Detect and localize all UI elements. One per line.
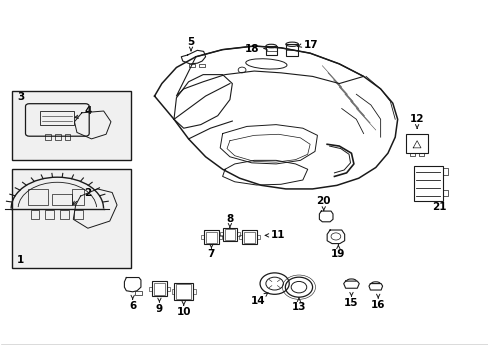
Bar [256, 235, 259, 239]
Bar [135, 291, 142, 296]
Bar [242, 230, 256, 244]
Bar [199, 64, 204, 67]
Bar [28, 189, 47, 205]
Bar [52, 194, 72, 205]
Text: 20: 20 [316, 197, 330, 206]
Bar [406, 134, 427, 153]
Text: 2: 2 [84, 188, 91, 198]
Bar [148, 287, 151, 291]
Bar [244, 232, 254, 243]
Bar [64, 134, 70, 140]
Bar [413, 166, 442, 202]
Text: 8: 8 [226, 214, 233, 224]
Text: 14: 14 [250, 296, 264, 306]
Bar [12, 91, 131, 160]
Bar [265, 46, 276, 55]
Bar [193, 289, 196, 294]
Text: 11: 11 [270, 230, 284, 240]
Text: 9: 9 [156, 303, 163, 314]
Bar [176, 284, 191, 298]
Bar [239, 235, 242, 239]
Bar [189, 64, 195, 67]
Bar [418, 153, 423, 156]
Text: 13: 13 [291, 302, 305, 312]
Bar [171, 289, 174, 294]
Bar [74, 210, 83, 219]
Bar [72, 189, 84, 205]
Text: 10: 10 [176, 307, 191, 317]
Text: 7: 7 [207, 249, 215, 259]
Bar [203, 230, 218, 244]
Bar [442, 190, 447, 196]
Bar [201, 235, 203, 239]
Text: 15: 15 [344, 298, 358, 308]
Text: 5: 5 [187, 37, 194, 48]
Bar [31, 210, 39, 219]
Bar [167, 287, 170, 291]
Bar [151, 282, 167, 296]
Bar [153, 283, 165, 295]
Text: 16: 16 [370, 300, 385, 310]
Text: 3: 3 [17, 92, 24, 102]
Text: 6: 6 [129, 301, 136, 311]
Bar [237, 232, 240, 237]
Bar [205, 232, 216, 243]
Text: 18: 18 [244, 44, 259, 54]
Text: 17: 17 [304, 40, 318, 50]
Text: 12: 12 [409, 114, 424, 124]
Text: 21: 21 [431, 202, 446, 212]
Bar [218, 235, 221, 239]
Bar [224, 229, 235, 240]
Bar [40, 111, 74, 125]
Bar [442, 168, 447, 175]
Text: 1: 1 [17, 255, 24, 265]
Bar [60, 210, 68, 219]
Bar [174, 283, 193, 300]
Text: 19: 19 [330, 249, 345, 259]
Bar [45, 210, 54, 219]
Bar [12, 169, 131, 267]
Text: 4: 4 [84, 106, 91, 116]
Bar [219, 232, 222, 237]
Bar [285, 44, 298, 56]
Bar [45, 134, 51, 140]
Bar [409, 153, 414, 156]
Bar [222, 228, 237, 241]
Bar [55, 134, 61, 140]
